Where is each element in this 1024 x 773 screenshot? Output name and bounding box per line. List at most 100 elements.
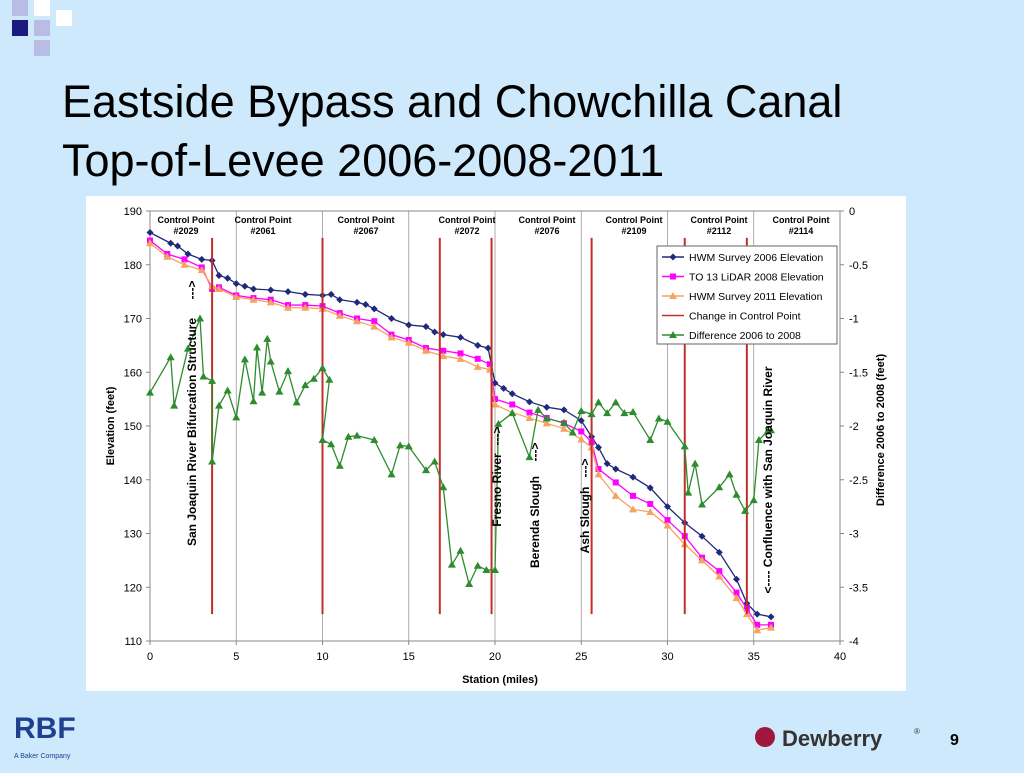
data-point xyxy=(325,375,334,383)
y2-tick-label: -3 xyxy=(849,529,859,541)
y2-tick-label: -0.5 xyxy=(849,260,868,272)
data-point xyxy=(654,414,663,422)
data-point xyxy=(249,397,258,405)
data-point xyxy=(691,459,700,467)
logo-mark: ® xyxy=(914,727,920,736)
annotation: ---> xyxy=(185,281,199,300)
legend-label: Change in Control Point xyxy=(689,311,801,323)
data-point xyxy=(474,355,481,362)
y-tick-label: 160 xyxy=(124,367,142,379)
data-point xyxy=(646,484,654,492)
control-point-label: #2067 xyxy=(353,226,378,236)
data-point xyxy=(240,355,249,363)
deco xyxy=(12,0,28,16)
logo-right: Dewberry xyxy=(782,726,883,751)
data-point xyxy=(612,465,620,473)
y-tick-label: 150 xyxy=(124,421,142,433)
data-point xyxy=(663,417,672,425)
data-point xyxy=(404,442,413,450)
data-point xyxy=(422,346,430,354)
data-point xyxy=(275,387,284,395)
data-point xyxy=(371,318,378,325)
data-point xyxy=(457,333,464,341)
data-point xyxy=(473,561,482,569)
data-point xyxy=(183,344,192,352)
data-point xyxy=(198,255,206,263)
data-point xyxy=(612,479,619,486)
annotation: ---> xyxy=(528,443,542,462)
data-point xyxy=(258,388,267,396)
y-tick-label: 170 xyxy=(124,314,142,326)
data-point xyxy=(698,556,706,564)
data-point xyxy=(620,409,629,417)
annotation: Ash Slough xyxy=(578,487,592,554)
x-tick-label: 15 xyxy=(403,651,415,663)
x-tick-label: 0 xyxy=(147,651,153,663)
y2-tick-label: -1 xyxy=(849,314,859,326)
control-point-label: #2076 xyxy=(534,226,559,236)
data-point xyxy=(733,575,740,583)
data-point xyxy=(199,372,208,380)
data-point xyxy=(646,435,655,443)
data-point xyxy=(664,503,671,511)
data-point xyxy=(629,408,637,416)
data-point xyxy=(629,505,637,513)
data-point xyxy=(491,566,499,574)
data-point xyxy=(732,490,741,498)
data-point xyxy=(196,314,205,322)
data-point xyxy=(335,461,344,469)
data-point xyxy=(250,285,257,293)
data-point xyxy=(587,410,596,418)
data-point xyxy=(184,250,192,258)
y2-tick-label: -2 xyxy=(849,421,859,433)
data-point xyxy=(405,321,413,329)
data-point xyxy=(146,388,154,396)
data-point xyxy=(664,517,671,524)
control-point-label: #2029 xyxy=(173,226,198,236)
data-point xyxy=(753,626,762,634)
x-tick-label: 5 xyxy=(233,651,239,663)
data-point xyxy=(508,390,516,398)
y-axis-label: Elevation (feet) xyxy=(105,386,117,465)
logo-icon xyxy=(755,727,775,747)
deco xyxy=(12,20,28,36)
data-point xyxy=(301,290,309,298)
y-tick-label: 110 xyxy=(124,636,142,648)
data-point xyxy=(422,466,430,474)
annotation: ---> xyxy=(490,427,504,446)
y-tick-label: 120 xyxy=(124,582,142,594)
y-tick-label: 140 xyxy=(124,475,142,487)
data-point xyxy=(208,376,217,384)
data-point xyxy=(167,239,175,247)
data-point xyxy=(594,398,603,406)
data-point xyxy=(500,384,508,392)
x-tick-label: 35 xyxy=(748,651,760,663)
data-point xyxy=(465,580,474,588)
data-point xyxy=(353,317,361,325)
data-point xyxy=(370,435,379,443)
data-point xyxy=(404,338,413,346)
data-point xyxy=(680,442,689,450)
data-point xyxy=(715,483,724,491)
data-point xyxy=(603,409,612,417)
data-point xyxy=(327,290,335,298)
control-point-label: #2114 xyxy=(789,226,814,236)
data-point xyxy=(336,296,344,304)
y2-tick-label: 0 xyxy=(849,206,855,218)
annotation: ---> xyxy=(578,459,592,478)
data-point xyxy=(284,288,292,296)
data-point xyxy=(318,435,327,443)
deco xyxy=(34,20,50,36)
x-tick-label: 40 xyxy=(834,651,846,663)
data-point xyxy=(335,311,344,319)
data-point xyxy=(146,229,154,236)
annotation: San Joaquin River Bifurcation Structure xyxy=(185,318,199,546)
data-point xyxy=(241,282,249,290)
data-point xyxy=(578,428,585,435)
data-point xyxy=(754,435,763,443)
data-point xyxy=(494,419,503,427)
data-point xyxy=(725,470,734,478)
data-point xyxy=(492,396,498,403)
data-point xyxy=(146,239,154,247)
